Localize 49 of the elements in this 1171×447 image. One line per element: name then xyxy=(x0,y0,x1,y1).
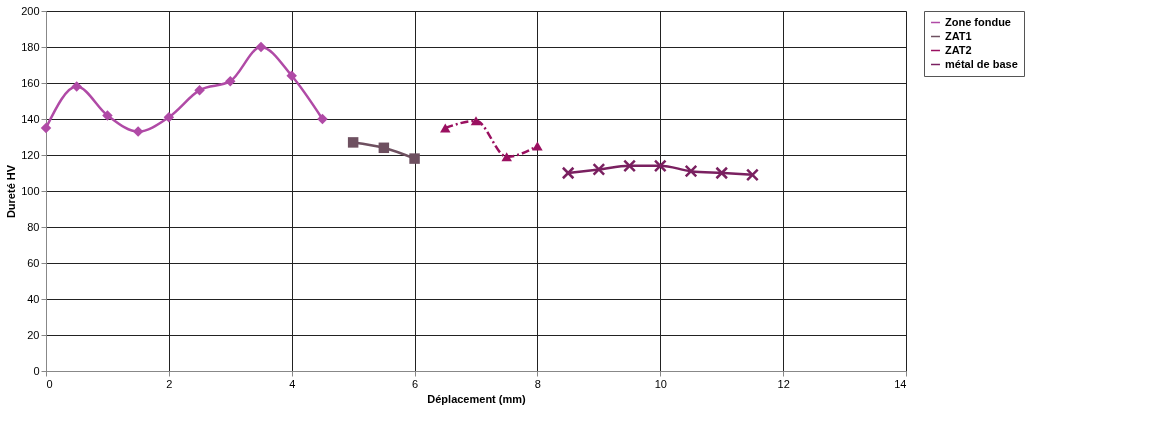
point xyxy=(286,70,297,82)
point xyxy=(194,84,205,96)
point xyxy=(470,116,482,126)
point xyxy=(225,75,236,87)
point xyxy=(132,126,144,137)
y-tick-label: 120 xyxy=(21,148,40,161)
point xyxy=(501,152,512,162)
point xyxy=(623,159,637,173)
y-tick-label: 100 xyxy=(21,184,40,197)
y-tick-label: 80 xyxy=(27,220,40,233)
y-tick-label: 20 xyxy=(27,328,40,341)
x-tick-label: 8 xyxy=(534,377,541,390)
y-tick-label: 40 xyxy=(27,292,40,305)
point xyxy=(592,162,606,176)
y-axis-title: Dureté HV xyxy=(5,164,18,219)
y-tick-label: 160 xyxy=(21,76,40,89)
point xyxy=(255,41,267,53)
point xyxy=(317,113,328,125)
x-tick-label: 4 xyxy=(289,377,296,390)
x-tick-label: 14 xyxy=(894,377,907,390)
point xyxy=(561,166,575,180)
x-tick-label: 12 xyxy=(777,377,790,390)
point xyxy=(653,159,667,173)
point xyxy=(163,111,175,123)
point xyxy=(40,122,52,134)
x-tick-label: 2 xyxy=(166,377,173,390)
x-tick-label: 6 xyxy=(412,377,419,390)
point xyxy=(409,153,420,164)
legend-label: ZAT2 xyxy=(945,43,972,56)
point xyxy=(532,141,543,151)
legend-label: Zone fondue xyxy=(945,15,1011,28)
point xyxy=(745,168,759,182)
point xyxy=(715,166,729,180)
point xyxy=(684,164,698,178)
point xyxy=(102,110,113,121)
y-tick-label: 60 xyxy=(27,256,40,269)
legend-label: métal de base xyxy=(945,57,1018,70)
y-tick-label: 0 xyxy=(33,364,40,377)
legend-label: ZAT1 xyxy=(945,29,972,42)
y-tick-label: 200 xyxy=(21,4,40,17)
y-tick-label: 140 xyxy=(21,112,40,125)
point xyxy=(347,137,359,148)
point xyxy=(440,123,451,133)
x-tick-label: 0 xyxy=(46,377,53,390)
point xyxy=(378,142,390,154)
y-tick-label: 180 xyxy=(21,40,40,53)
x-axis-title: Déplacement (mm) xyxy=(427,392,527,405)
x-tick-label: 10 xyxy=(654,377,667,390)
point xyxy=(71,81,82,92)
